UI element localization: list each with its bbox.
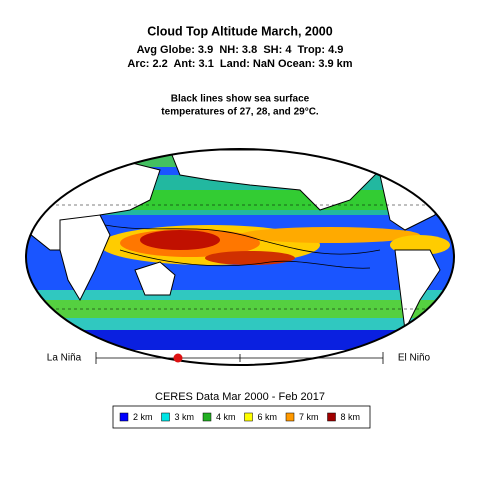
map	[26, 149, 454, 365]
slider-handle[interactable]	[173, 353, 183, 363]
legend-swatch	[285, 412, 295, 422]
legend-swatch	[161, 412, 170, 422]
slider-right-label: El Niño	[398, 353, 431, 364]
globe-outline	[25, 148, 455, 366]
legend-label: 4 km	[216, 412, 236, 422]
source: CERES Data Mar 2000 - Feb 2017	[155, 391, 325, 403]
legend: 2 km 3 km 4 km 6 km 7 km 8 km	[119, 412, 361, 422]
note-line: temperatures of 27, 28, and 29°C.	[161, 107, 319, 118]
note-line: Black lines show sea surface	[171, 94, 310, 105]
legend-label: 2 km	[133, 412, 153, 422]
stats-line: Arc: 2.2 Ant: 3.1 Land: NaN Ocean: 3.9 k…	[127, 58, 352, 70]
legend-label: 7 km	[299, 412, 319, 422]
legend-label: 8 km	[341, 412, 361, 422]
legend-box	[112, 405, 371, 429]
legend-swatch	[202, 412, 212, 422]
legend-swatch	[119, 412, 129, 422]
legend-label: 3 km	[175, 412, 195, 422]
slider-left-label: La Niña	[47, 353, 82, 364]
legend-label: 6 km	[258, 412, 278, 422]
stats-line: Avg Globe: 3.9 NH: 3.8 SH: 4 Trop: 4.9	[137, 44, 344, 56]
legend-swatch	[327, 412, 336, 422]
title: Cloud Top Altitude March, 2000	[147, 24, 332, 38]
slider-track	[95, 352, 384, 364]
legend-swatch	[244, 412, 253, 422]
